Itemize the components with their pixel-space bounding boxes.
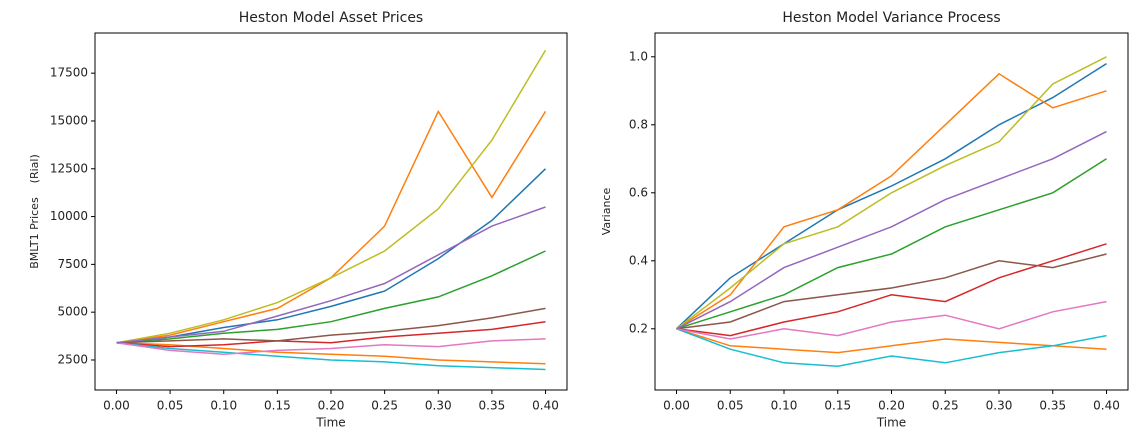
y-axis-label: Variance xyxy=(600,188,613,236)
series-line xyxy=(676,158,1107,330)
series-line xyxy=(116,320,546,348)
y-tick-label: 2500 xyxy=(57,352,88,366)
x-tick-label: 0.05 xyxy=(717,399,744,413)
x-tick-label: 0.10 xyxy=(210,399,237,413)
series-line xyxy=(676,253,1107,330)
y-tick-label: 12500 xyxy=(50,161,88,175)
y-tick-label: 17500 xyxy=(50,66,88,80)
series-line xyxy=(676,243,1107,337)
x-tick-label: 0.40 xyxy=(532,399,559,413)
x-tick-label: 0.20 xyxy=(318,399,345,413)
x-axis-label: Time xyxy=(315,416,345,430)
series-line xyxy=(116,206,546,344)
y-tick-label: 7500 xyxy=(57,257,88,271)
series-line xyxy=(676,130,1107,330)
y-axis-label: BMLT1 Prices (Rial) xyxy=(28,154,41,269)
chart-title: Heston Model Asset Prices xyxy=(239,10,423,26)
series-line xyxy=(116,342,546,371)
series-line xyxy=(116,338,546,355)
x-axis-label: Time xyxy=(876,416,906,430)
x-tick-label: 0.15 xyxy=(824,399,851,413)
x-tick-label: 0.30 xyxy=(425,399,452,413)
series-line xyxy=(676,328,1107,367)
series-line xyxy=(116,250,546,344)
x-tick-label: 0.00 xyxy=(103,399,130,413)
x-tick-label: 0.35 xyxy=(1039,399,1066,413)
x-tick-label: 0.20 xyxy=(878,399,905,413)
x-tick-label: 0.40 xyxy=(1093,399,1120,413)
y-tick-label: 0.2 xyxy=(629,321,648,335)
y-tick-label: 5000 xyxy=(57,305,88,319)
series-line xyxy=(116,109,547,344)
chart-title: Heston Model Variance Process xyxy=(782,10,1000,26)
x-tick-label: 0.35 xyxy=(479,399,506,413)
y-tick-label: 0.6 xyxy=(629,185,648,199)
y-tick-label: 0.4 xyxy=(629,253,648,267)
x-tick-label: 0.10 xyxy=(771,399,798,413)
x-tick-label: 0.30 xyxy=(986,399,1013,413)
y-tick-label: 15000 xyxy=(50,113,88,127)
series-line xyxy=(116,307,546,344)
x-tick-label: 0.25 xyxy=(932,399,959,413)
x-tick-label: 0.05 xyxy=(157,399,184,413)
y-tick-label: 1.0 xyxy=(629,49,648,63)
y-tick-label: 10000 xyxy=(50,209,88,223)
series-line xyxy=(676,56,1107,330)
series-line xyxy=(116,168,547,344)
series-line xyxy=(676,300,1107,340)
axes-frame xyxy=(654,32,1129,391)
x-tick-label: 0.25 xyxy=(371,399,398,413)
series-line xyxy=(675,62,1107,330)
x-tick-label: 0.00 xyxy=(663,399,690,413)
series-line xyxy=(676,328,1107,354)
series-line xyxy=(676,72,1107,330)
series-line xyxy=(116,49,547,344)
y-tick-label: 0.8 xyxy=(629,117,648,131)
x-tick-label: 0.15 xyxy=(264,399,291,413)
